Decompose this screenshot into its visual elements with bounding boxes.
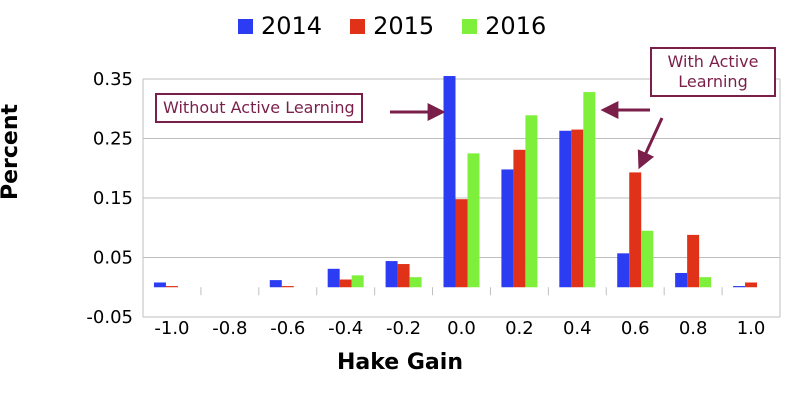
bar-2015-0.2: [513, 149, 526, 288]
legend-item-2016: 2016: [462, 12, 546, 40]
legend-label-2016: 2016: [485, 12, 547, 40]
bar-2014-0.8: [675, 272, 688, 288]
bar-2015-0.4: [571, 129, 584, 288]
bar-2014--1.0: [153, 282, 166, 288]
x-tick-label: 0.8: [679, 318, 708, 339]
x-tick-label: 0.6: [621, 318, 650, 339]
x-tick-label: -0.2: [386, 318, 421, 339]
y-axis-label: Percent: [0, 103, 23, 200]
bar-2015-1.0: [745, 282, 758, 288]
bar-2014--0.4: [327, 268, 340, 288]
bar-2014-0.0: [443, 76, 456, 288]
bar-2016-0.6: [641, 230, 654, 288]
bar-2014-0.4: [559, 130, 572, 288]
bar-2016--0.2: [409, 277, 422, 288]
bar-2014-0.6: [617, 253, 630, 288]
x-tick-label: -1.0: [154, 318, 189, 339]
bar-2014--0.6: [269, 280, 282, 288]
x-tick-label: 0.4: [563, 318, 592, 339]
legend-swatch-2015: [350, 18, 366, 34]
x-tick-label: -0.4: [328, 318, 363, 339]
y-tick-label: 0.05: [93, 248, 133, 269]
bar-2014-0.2: [501, 169, 514, 288]
legend-swatch-2014: [238, 18, 253, 34]
annotation-with-active-learning: With Active Learning: [650, 47, 776, 97]
bar-2015--0.6: [281, 286, 294, 288]
annotation-arrow-with-down: [637, 117, 664, 170]
bar-2015-0.6: [629, 172, 642, 288]
x-tick-label: 1.0: [737, 318, 766, 339]
annotation-with-text-line2: Learning: [678, 72, 748, 91]
annotation-without-active-learning: Without Active Learning: [155, 93, 363, 123]
bar-2015--1.0: [165, 286, 178, 288]
bar-2014--0.2: [385, 261, 398, 288]
y-tick-label: 0.25: [93, 129, 133, 150]
legend: 2014 2015 2016: [238, 12, 546, 40]
legend-label-2014: 2014: [261, 12, 323, 40]
y-tick-label: -0.05: [86, 307, 133, 328]
x-tick-label: -0.8: [212, 318, 247, 339]
legend-item-2014: 2014: [238, 12, 322, 40]
legend-label-2015: 2015: [373, 12, 435, 40]
legend-item-2015: 2015: [350, 12, 434, 40]
x-axis-label: Hake Gain: [337, 350, 463, 375]
bar-2014-1.0: [733, 286, 746, 288]
bar-2016-0.0: [467, 153, 480, 288]
bar-2016-0.4: [583, 92, 596, 288]
y-tick-label: 0.35: [93, 69, 133, 90]
x-tick-label: 0.0: [447, 318, 476, 339]
bar-2016-0.8: [699, 277, 712, 288]
x-tick-label: -0.6: [270, 318, 305, 339]
bar-2015-0.0: [455, 199, 468, 288]
bar-2015--0.4: [339, 279, 352, 288]
bar-2015-0.8: [687, 234, 700, 288]
bar-2016--0.4: [351, 275, 364, 288]
legend-swatch-2016: [462, 18, 478, 34]
bar-2015--0.2: [397, 264, 410, 288]
x-tick-label: 0.2: [505, 318, 534, 339]
annotation-with-text-line1: With Active: [667, 52, 759, 71]
annotation-without-text: Without Active Learning: [163, 98, 355, 117]
bar-2016-0.2: [525, 115, 538, 288]
y-tick-label: 0.15: [93, 188, 133, 209]
